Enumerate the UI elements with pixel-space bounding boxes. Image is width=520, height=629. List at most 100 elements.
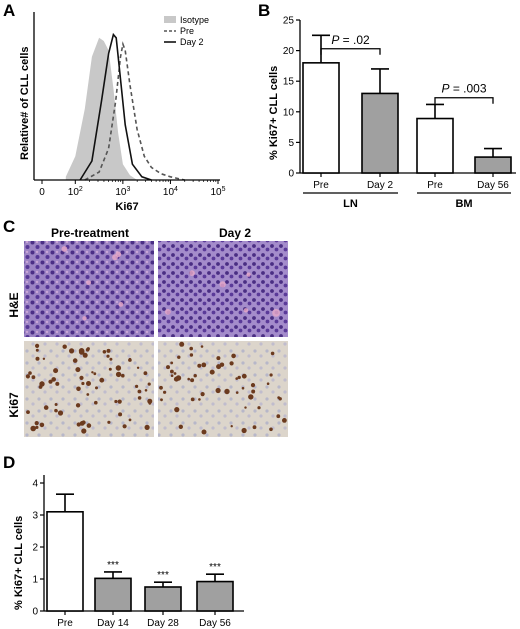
ki67-positive-nucleus	[82, 352, 88, 358]
ki67-positive-nucleus	[179, 341, 185, 347]
bar-d-y-tick-label: 1	[32, 575, 38, 586]
bar-b-group-label: LN	[343, 198, 358, 210]
histogram-series-pre	[84, 41, 185, 181]
he-eosin-spot	[115, 251, 122, 258]
ki67-positive-nucleus	[55, 381, 60, 386]
ki67-positive-nucleus	[170, 361, 174, 365]
ki67-positive-nucleus	[216, 364, 222, 370]
he-eosin-spot	[189, 270, 195, 276]
ki67-positive-nucleus	[200, 345, 204, 348]
bar-d-category-label: Pre	[57, 618, 73, 629]
bar-b-bar	[361, 92, 399, 174]
ki67-bar-panel: % Ki67+ CLL cells 0 5 10 15 20 25 Pre Day 2 Pre…	[268, 16, 516, 210]
ki67-positive-nucleus	[170, 374, 174, 378]
ki67-positive-nucleus	[198, 398, 201, 401]
bar-d-y-tick-label: 3	[32, 511, 38, 522]
histogram-series-day2	[79, 32, 152, 181]
ki67-positive-nucleus	[248, 394, 254, 400]
bar-b-category-label: Day 2	[367, 180, 394, 191]
bar-d-ylabel: % Ki67+ CLL cells	[13, 516, 25, 610]
ki67-positive-nucleus	[216, 356, 221, 361]
histogram-xlabel: Ki67	[115, 201, 138, 213]
ki67-positive-nucleus	[144, 389, 148, 392]
ki67-positive-nucleus	[257, 406, 261, 410]
panel-label-d: D	[3, 453, 15, 472]
ki67-positive-nucleus	[241, 373, 247, 379]
ki67-positive-nucleus	[229, 361, 234, 366]
ki67-positive-nucleus	[43, 405, 49, 410]
bar-d-y-tick-label: 2	[32, 543, 38, 554]
ki67-positive-nucleus	[163, 390, 167, 394]
histogram-x-tick-label: 104	[163, 186, 178, 198]
bar-b-p-value: P = .02	[331, 33, 370, 47]
histology-panel: Pre-treatment Day 2 H&E Ki67	[7, 226, 288, 437]
histogram-series-isotype	[65, 37, 138, 180]
ki67-positive-nucleus	[85, 348, 90, 352]
ki67-positive-nucleus	[107, 420, 111, 424]
ki67-positive-nucleus	[241, 427, 247, 434]
ki67-positive-nucleus	[95, 386, 98, 390]
legend-label-day2: Day 2	[180, 37, 204, 47]
ki67-positive-nucleus	[39, 422, 45, 428]
ki67-positive-nucleus	[147, 382, 151, 386]
ki67-positive-nucleus	[174, 407, 180, 413]
bar-b-group-label: BM	[455, 198, 472, 210]
ki67-positive-nucleus	[190, 397, 195, 402]
ki67-positive-nucleus	[75, 367, 81, 373]
ki67-positive-nucleus	[270, 351, 275, 356]
ki67-positive-nucleus	[81, 428, 87, 434]
ki67-pretreatment-image	[24, 341, 154, 437]
ki67-positive-nucleus	[166, 365, 170, 370]
bar-b-y-tick-label: 20	[283, 46, 295, 57]
bar-d-bar	[196, 580, 234, 612]
ki67-positive-nucleus	[269, 427, 273, 432]
ki67-positive-nucleus	[224, 388, 230, 395]
he-eosin-spot	[118, 302, 124, 307]
ki67-positive-nucleus	[69, 348, 75, 354]
he-eosin-spot	[61, 246, 68, 252]
histogram-x-tick-label: 103	[115, 186, 130, 198]
legend-label-pre: Pre	[180, 26, 194, 36]
bar-d-bar	[94, 577, 132, 612]
ki67-positive-nucleus	[128, 358, 132, 362]
ki67-positive-nucleus	[25, 374, 30, 379]
bar-b-y-tick-label: 0	[288, 169, 294, 180]
ki67-positive-nucleus	[237, 375, 241, 380]
ki67-positive-nucleus	[28, 371, 32, 375]
panel-label-a: A	[3, 1, 15, 20]
bar-b-category-label: Day 56	[477, 180, 509, 191]
ki67-positive-nucleus	[244, 406, 247, 409]
row-header-he: H&E	[7, 292, 21, 317]
ki67-positive-nucleus	[94, 400, 98, 405]
ki67-positive-nucleus	[231, 353, 236, 359]
ki67-day2-image	[158, 341, 288, 437]
histogram-panel: Relative# of CLL cells Ki67 0 102 103 104 10…	[19, 12, 226, 213]
ki67-positive-nucleus	[91, 371, 94, 374]
ki67-positive-nucleus	[48, 379, 53, 384]
bar-b-bar	[474, 156, 512, 174]
ki67-positive-nucleus	[201, 362, 207, 368]
ki67-positive-nucleus	[106, 354, 110, 358]
ki67-positive-nucleus	[86, 423, 92, 428]
ki67-positive-nucleus	[201, 429, 207, 435]
ki67-positive-nucleus	[54, 408, 58, 413]
ki67-positive-nucleus	[78, 348, 85, 354]
ki67-positive-nucleus	[241, 386, 245, 390]
ki67-positive-nucleus	[197, 363, 202, 368]
ki67-positive-nucleus	[230, 425, 233, 428]
ki67-positive-nucleus	[178, 424, 183, 429]
ki67-positive-nucleus	[38, 385, 43, 389]
ki67-positive-nucleus	[128, 418, 132, 422]
bar-d-y-tick-label: 4	[32, 479, 38, 490]
ki67-positive-nucleus	[79, 421, 85, 426]
ki67-positive-nucleus	[251, 389, 256, 394]
ki67-positive-nucleus	[35, 348, 39, 352]
ki67-positive-nucleus	[54, 403, 58, 406]
ki67-positive-nucleus	[235, 391, 239, 394]
histogram-x-tick-label: 105	[210, 186, 225, 198]
bar-d-significance-stars: ***	[157, 570, 169, 581]
ki67-positive-nucleus	[282, 418, 287, 423]
ki67-positive-nucleus	[144, 424, 150, 430]
ki67-positive-nucleus	[35, 356, 40, 361]
